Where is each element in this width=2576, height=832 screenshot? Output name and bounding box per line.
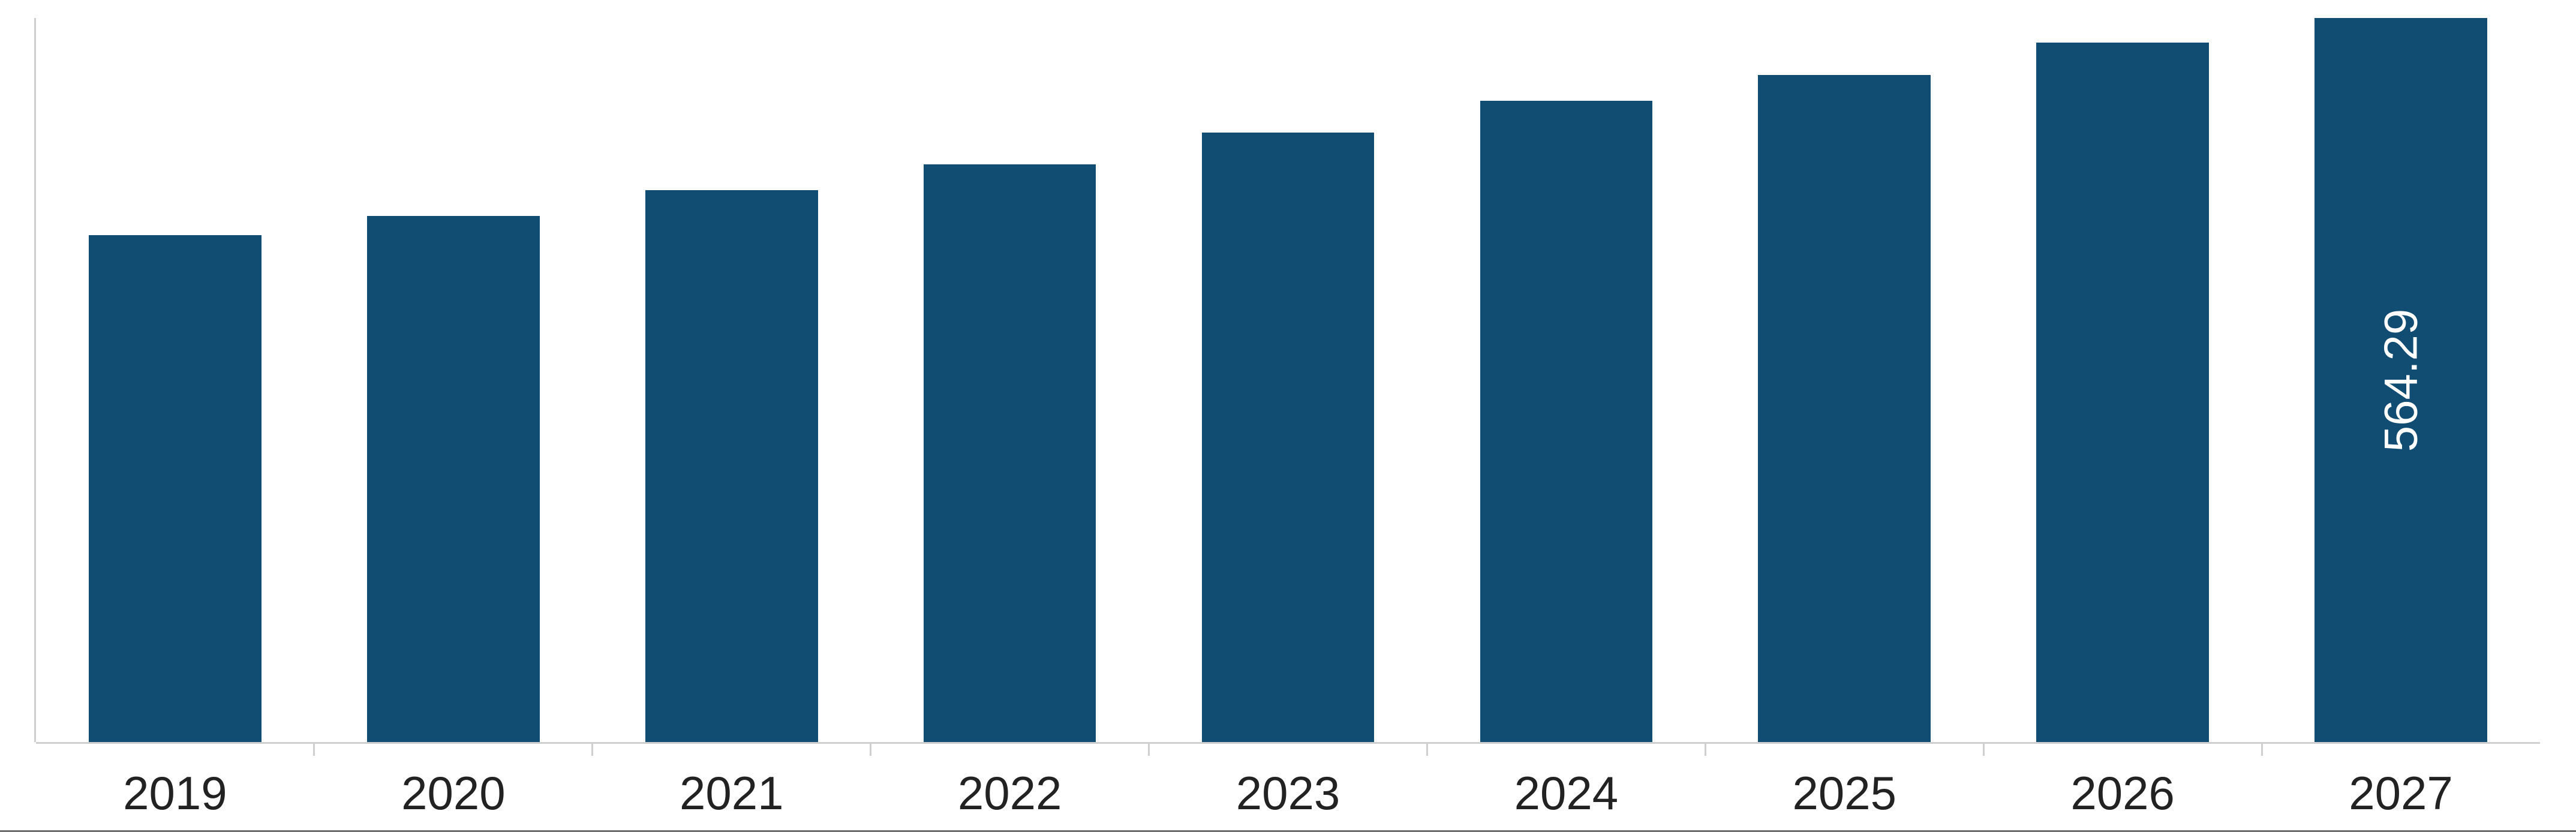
bar: 564.29	[2315, 18, 2487, 742]
x-tick-separator	[313, 744, 315, 756]
x-tick-label: 2027	[2349, 766, 2453, 821]
y-axis-line	[34, 18, 36, 742]
x-tick-separator	[1148, 744, 1150, 756]
bar-value-label: 564.29	[2374, 308, 2428, 452]
bar	[89, 235, 261, 742]
x-tick-label: 2020	[401, 766, 506, 821]
x-tick-separator	[2261, 744, 2263, 756]
plot-area: 20192020202120222023202420252026564.2920…	[36, 18, 2540, 742]
bar	[2036, 43, 2209, 742]
bar	[1758, 75, 1931, 742]
bar-chart: 2019 2020 2021 2022 2023 2024 2025 2026 564.29 20…	[0, 0, 2576, 832]
bar	[367, 216, 540, 742]
bar	[1202, 133, 1375, 742]
x-tick-separator	[1705, 744, 1706, 756]
x-tick-label: 2026	[2070, 766, 2175, 821]
bar	[1480, 101, 1653, 742]
x-tick-label: 2023	[1236, 766, 1340, 821]
x-tick-separator	[1983, 744, 1985, 756]
x-tick-label: 2025	[1793, 766, 1897, 821]
x-tick-label: 2021	[680, 766, 784, 821]
x-tick-label: 2024	[1514, 766, 1619, 821]
x-axis-line	[36, 742, 2540, 744]
x-tick-label: 2019	[123, 766, 227, 821]
x-tick-separator	[591, 744, 593, 756]
x-tick-separator	[870, 744, 871, 756]
bar	[924, 164, 1096, 742]
bar	[645, 190, 818, 742]
x-tick-label: 2022	[958, 766, 1062, 821]
x-tick-separator	[1426, 744, 1428, 756]
